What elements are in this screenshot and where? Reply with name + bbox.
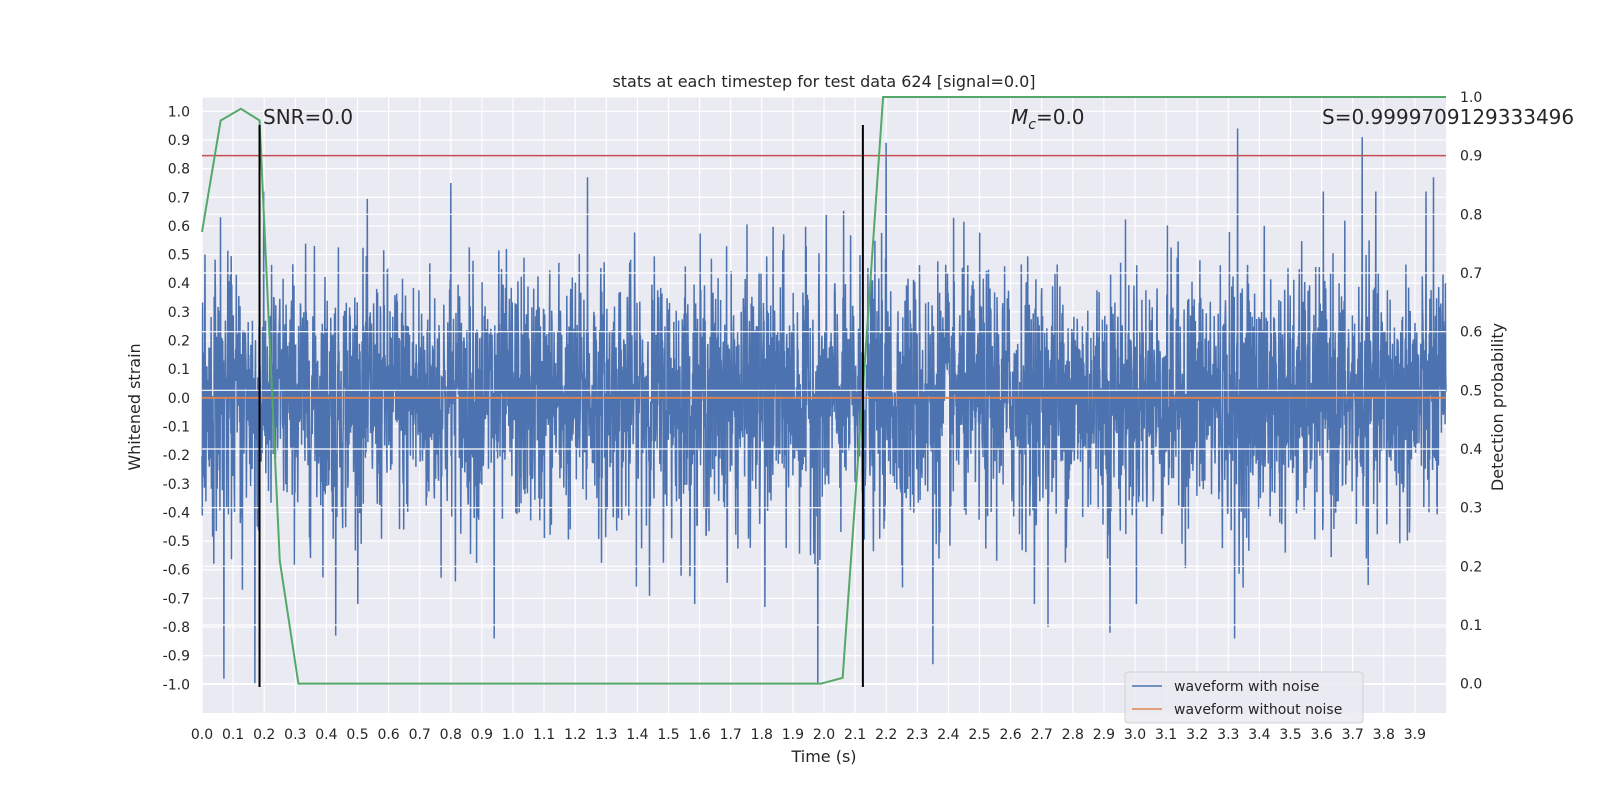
- y-tick-label: -0.2: [163, 448, 190, 464]
- x-tick-label: 3.2: [1186, 727, 1208, 743]
- x-axis-ticks: 0.0 0.1 0.2 0.3 0.4 0.5 0.6 0.7 0.8 0.9 1.0 1.1 1.2 1…: [191, 727, 1426, 743]
- x-tick-label: 1.3: [595, 727, 617, 743]
- x-tick-label: 1.1: [533, 727, 555, 743]
- x-tick-label: 0.4: [315, 727, 337, 743]
- x-tick-label: 1.8: [751, 727, 773, 743]
- y-tick-label: -0.4: [163, 505, 190, 521]
- x-tick-label: 1.7: [720, 727, 742, 743]
- x-tick-label: 1.5: [657, 727, 679, 743]
- legend-label-waveform-without-noise: waveform without noise: [1174, 702, 1342, 718]
- x-tick-label: 0.8: [440, 727, 462, 743]
- line-waveform-with-noise: [201, 128, 1447, 685]
- annotation-s: S=0.9999709129333496: [1322, 105, 1574, 129]
- y-tick-label: -0.9: [163, 649, 190, 665]
- y-tick-label: 0.4: [168, 276, 190, 292]
- y-tick-label: -0.7: [163, 591, 190, 607]
- y-tick-label: -0.1: [163, 419, 190, 435]
- x-tick-label: 2.7: [1031, 727, 1053, 743]
- legend: waveform with noise waveform without noi…: [1124, 671, 1364, 724]
- y-tick-label: 1.0: [168, 104, 190, 120]
- y-tick-label: 0.6: [168, 219, 190, 235]
- x-tick-label: 2.4: [937, 727, 959, 743]
- y-tick-label: 0.5: [168, 248, 190, 264]
- y2-tick-label: 0.5: [1460, 383, 1482, 399]
- y2-tick-label: 0.7: [1460, 266, 1482, 282]
- x-tick-label: 3.5: [1279, 727, 1301, 743]
- x-tick-label: 2.9: [1093, 727, 1115, 743]
- x-tick-label: 0.9: [471, 727, 493, 743]
- y2-tick-label: 0.6: [1460, 325, 1482, 341]
- annotation-chirp-mass: Mc=0.0: [1011, 105, 1085, 133]
- y-tick-label: 0.1: [168, 362, 190, 378]
- y-tick-label: -0.6: [163, 563, 190, 579]
- x-tick-label: 0.1: [222, 727, 244, 743]
- x-tick-label: 1.2: [564, 727, 586, 743]
- y-tick-label: -0.3: [163, 477, 190, 493]
- y-axis-ticks: 1.0 0.9 0.8 0.7 0.6 0.5 0.4 0.3 0.2 0.1 0.0 -0.1 -0.…: [163, 104, 190, 693]
- x-tick-label: 0.0: [191, 727, 213, 743]
- chart-title: stats at each timestep for test data 624…: [612, 72, 1035, 91]
- x-tick-label: 2.8: [1062, 727, 1084, 743]
- y-tick-label: 0.7: [168, 190, 190, 206]
- annotation-mc-symbol: M: [1011, 105, 1028, 129]
- y-axis-label: Whitened strain: [125, 343, 144, 470]
- x-tick-label: 0.7: [409, 727, 431, 743]
- y-tick-label: 0.3: [168, 305, 190, 321]
- y2-axis-label: Detection probability: [1488, 323, 1507, 491]
- annotation-snr: SNR=0.0: [263, 105, 353, 129]
- y2-tick-label: 0.4: [1460, 442, 1482, 458]
- y-tick-label: 0.0: [168, 391, 190, 407]
- y-tick-label: -1.0: [163, 677, 190, 693]
- x-tick-label: 2.2: [875, 727, 897, 743]
- x-tick-label: 3.9: [1404, 727, 1426, 743]
- x-tick-label: 3.0: [1124, 727, 1146, 743]
- x-tick-label: 3.7: [1342, 727, 1364, 743]
- overlay-lines: [201, 96, 1446, 687]
- series-waveform-with-noise: [201, 128, 1447, 685]
- y2-tick-label: 0.2: [1460, 559, 1482, 575]
- x-tick-label: 1.9: [782, 727, 804, 743]
- x-tick-label: 2.6: [999, 727, 1021, 743]
- x-tick-label: 1.0: [502, 727, 524, 743]
- y-tick-label: -0.8: [163, 620, 190, 636]
- x-tick-label: 3.4: [1248, 727, 1270, 743]
- x-tick-label: 1.6: [688, 727, 710, 743]
- y2-axis-ticks: 1.0 0.9 0.8 0.7 0.6 0.5 0.4 0.3 0.2 0.1 0.0: [1460, 90, 1482, 693]
- x-tick-label: 2.3: [906, 727, 928, 743]
- x-tick-label: 2.5: [968, 727, 990, 743]
- x-tick-label: 3.1: [1155, 727, 1177, 743]
- y-tick-label: -0.5: [163, 534, 190, 550]
- y2-tick-label: 0.0: [1460, 677, 1482, 693]
- x-axis-label: Time (s): [790, 747, 856, 766]
- x-tick-label: 3.6: [1310, 727, 1332, 743]
- y-tick-label: 0.8: [168, 162, 190, 178]
- legend-box: [1124, 671, 1364, 724]
- annotation-mc-sub: c: [1028, 117, 1036, 133]
- x-tick-label: 3.3: [1217, 727, 1239, 743]
- y2-tick-label: 1.0: [1460, 90, 1482, 106]
- x-tick-label: 2.0: [813, 727, 835, 743]
- y2-tick-label: 0.1: [1460, 618, 1482, 634]
- x-tick-label: 3.8: [1373, 727, 1395, 743]
- x-tick-label: 0.5: [346, 727, 368, 743]
- y2-tick-label: 0.8: [1460, 207, 1482, 223]
- y2-tick-label: 0.3: [1460, 501, 1482, 517]
- annotation-mc-value: =0.0: [1036, 105, 1085, 129]
- line-detection-probability: [201, 96, 1446, 685]
- x-tick-label: 2.1: [844, 727, 866, 743]
- x-tick-label: 1.4: [626, 727, 648, 743]
- legend-label-waveform-with-noise: waveform with noise: [1174, 679, 1319, 695]
- x-tick-label: 0.6: [377, 727, 399, 743]
- x-tick-label: 0.3: [284, 727, 306, 743]
- y2-tick-label: 0.9: [1460, 149, 1482, 165]
- y-tick-label: 0.9: [168, 133, 190, 149]
- x-tick-label: 0.2: [253, 727, 275, 743]
- y-tick-label: 0.2: [168, 334, 190, 350]
